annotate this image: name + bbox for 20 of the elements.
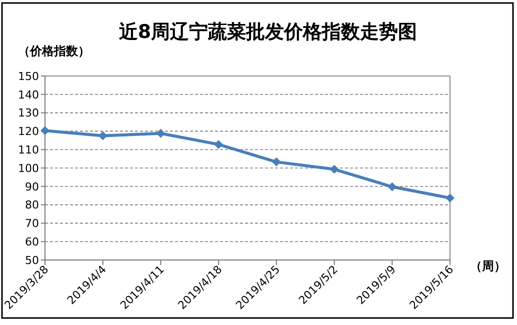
y-tick-label: 100 — [18, 162, 39, 175]
point — [388, 182, 397, 192]
point — [272, 157, 281, 166]
y-tick-label: 60 — [25, 235, 39, 248]
y-tick-label: 90 — [25, 180, 39, 194]
point — [214, 140, 224, 149]
y-axis-title: （价格指数） — [18, 44, 90, 58]
chart-title: 近8周辽宁蔬菜批发价格指数走势图 — [118, 21, 418, 43]
point — [446, 193, 454, 202]
point — [330, 164, 339, 174]
y-tick-label: 140 — [18, 88, 39, 102]
y-tick-label: 130 — [18, 106, 39, 120]
y-tick-label: 150 — [18, 70, 39, 83]
y-tick-label: 120 — [18, 125, 39, 138]
y-tick-label: 70 — [25, 217, 39, 230]
x-axis-title: （周） — [470, 259, 506, 273]
y-tick-label: 80 — [25, 198, 39, 212]
y-tick-label: 50 — [25, 254, 39, 267]
point — [40, 126, 50, 136]
y-tick-label: 110 — [18, 143, 39, 156]
